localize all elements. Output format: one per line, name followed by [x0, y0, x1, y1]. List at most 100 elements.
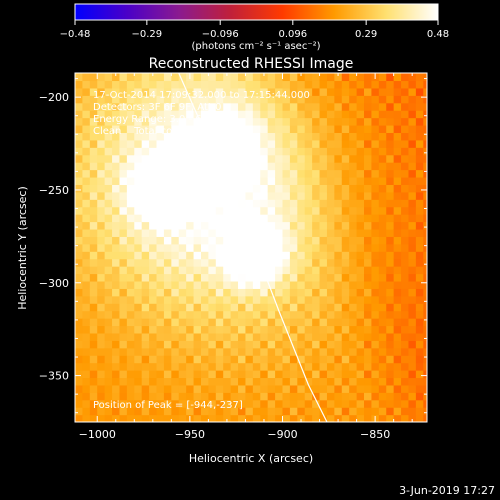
heatmap-cell: [171, 221, 180, 230]
heatmap-cell: [178, 303, 187, 312]
heatmap-cell: [378, 199, 387, 208]
heatmap-cell: [230, 273, 239, 282]
heatmap-cell: [200, 414, 209, 422]
heatmap-cell: [223, 310, 232, 319]
heatmap-cell: [423, 258, 427, 267]
heatmap-cell: [289, 73, 298, 82]
heatmap-cell: [163, 154, 172, 163]
heatmap-cell: [326, 310, 335, 319]
heatmap-cell: [349, 362, 358, 371]
heatmap-cell: [319, 303, 328, 312]
heatmap-cell: [386, 273, 395, 282]
heatmap-cell: [223, 87, 232, 96]
heatmap-cell: [104, 236, 113, 245]
heatmap-cell: [408, 199, 417, 208]
heatmap-cell: [423, 191, 427, 200]
heatmap-cell: [126, 332, 135, 341]
heatmap-cell: [126, 258, 135, 267]
heatmap-cell: [186, 236, 195, 245]
heatmap-cell: [126, 370, 135, 379]
heatmap-cell: [252, 288, 261, 297]
heatmap-cell: [200, 273, 209, 282]
heatmap-cell: [371, 355, 380, 364]
heatmap-cell: [401, 169, 410, 178]
heatmap-cell: [171, 139, 180, 148]
heatmap-cell: [119, 95, 128, 104]
heatmap-cell: [289, 191, 298, 200]
heatmap-cell: [104, 95, 113, 104]
heatmap-cell: [334, 87, 343, 96]
heatmap-cell: [208, 384, 217, 393]
heatmap-cell: [408, 370, 417, 379]
heatmap-cell: [215, 392, 224, 401]
heatmap-cell: [223, 132, 232, 141]
heatmap-cell: [230, 362, 239, 371]
y-tick-label: −200: [39, 91, 69, 104]
heatmap-cell: [378, 184, 387, 193]
heatmap-cell: [75, 266, 84, 275]
heatmap-cell: [378, 87, 387, 96]
heatmap-cell: [89, 147, 98, 156]
heatmap-cell: [267, 377, 276, 386]
heatmap-cell: [238, 384, 247, 393]
heatmap-cell: [415, 251, 424, 260]
heatmap-cell: [178, 206, 187, 215]
heatmap-cell: [156, 310, 165, 319]
heatmap-cell: [260, 95, 269, 104]
heatmap-cell: [82, 147, 91, 156]
heatmap-cell: [119, 73, 128, 82]
heatmap-cell: [312, 132, 321, 141]
heatmap-cell: [149, 214, 158, 223]
heatmap-cell: [208, 102, 217, 111]
heatmap-cell: [178, 414, 187, 422]
heatmap-cell: [393, 117, 402, 126]
heatmap-cell: [171, 318, 180, 327]
heatmap-cell: [304, 392, 313, 401]
heatmap-cell: [186, 399, 195, 408]
heatmap-cell: [75, 295, 84, 304]
heatmap-cell: [75, 147, 84, 156]
heatmap-cell: [334, 414, 343, 422]
heatmap-cell: [89, 176, 98, 185]
heatmap-cell: [119, 243, 128, 252]
heatmap-cell: [275, 110, 284, 119]
heatmap-cell: [97, 95, 106, 104]
heatmap-cell: [378, 162, 387, 171]
heatmap-cell: [393, 169, 402, 178]
heatmap-cell: [415, 124, 424, 134]
heatmap-cell: [163, 266, 172, 275]
heatmap-cell: [223, 295, 232, 304]
heatmap-cell: [393, 288, 402, 297]
heatmap-cell: [89, 117, 98, 126]
heatmap-cell: [89, 184, 98, 193]
heatmap-cell: [245, 325, 254, 334]
heatmap-cell: [223, 228, 232, 237]
heatmap-cell: [193, 325, 202, 334]
heatmap-cell: [415, 295, 424, 304]
heatmap-cell: [82, 392, 91, 401]
heatmap-cell: [275, 199, 284, 208]
heatmap-cell: [112, 251, 121, 260]
heatmap-cell: [141, 124, 150, 134]
heatmap-cell: [119, 162, 128, 171]
heatmap-cell: [186, 132, 195, 141]
heatmap-cell: [393, 139, 402, 148]
heatmap-cell: [171, 258, 180, 267]
heatmap-cell: [163, 236, 172, 245]
heatmap-cell: [415, 139, 424, 148]
heatmap-cell: [275, 318, 284, 327]
heatmap-cell: [75, 384, 84, 393]
heatmap-cell: [408, 310, 417, 319]
heatmap-cell: [208, 325, 217, 334]
heatmap-cell: [408, 399, 417, 408]
heatmap-cell: [89, 392, 98, 401]
heatmap-cell: [393, 392, 402, 401]
heatmap-cell: [156, 117, 165, 126]
heatmap-cell: [215, 73, 224, 82]
heatmap-cell: [364, 132, 373, 141]
heatmap-cell: [275, 392, 284, 401]
heatmap-cell: [119, 362, 128, 371]
heatmap-cell: [371, 340, 380, 349]
heatmap-cell: [312, 95, 321, 104]
heatmap-cell: [238, 377, 247, 386]
